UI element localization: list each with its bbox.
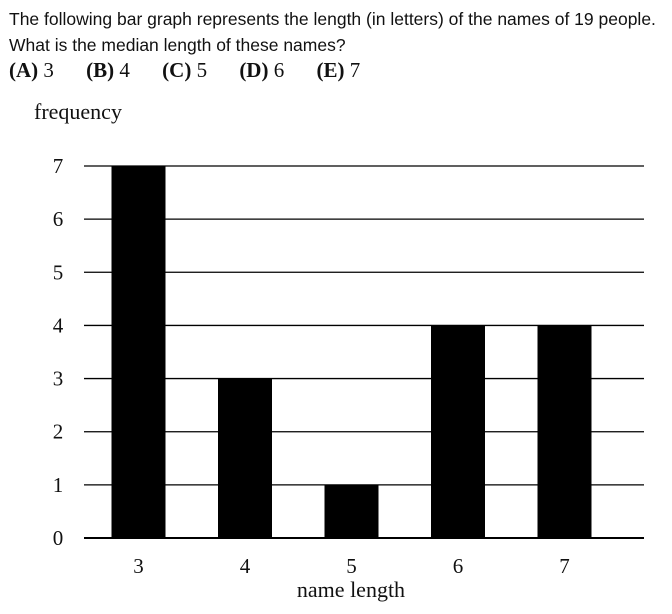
choice-d-letter: (D) — [239, 58, 269, 82]
choice-a: (A) 3 — [9, 58, 54, 83]
y-tick-label: 5 — [53, 260, 64, 284]
choice-e-value: 7 — [349, 58, 361, 82]
choice-a-value: 3 — [43, 58, 54, 82]
choice-b-letter: (B) — [86, 58, 115, 82]
choice-e-letter: (E) — [316, 58, 345, 82]
bar-5 — [324, 484, 379, 538]
choice-b: (B) 4 — [86, 58, 130, 83]
bar-7 — [537, 325, 592, 538]
y-tick-labels: 0 1 2 3 4 5 6 7 — [53, 154, 64, 550]
x-tick-label: 7 — [559, 554, 570, 578]
y-tick-label: 7 — [53, 154, 64, 178]
choice-c-value: 5 — [196, 58, 208, 82]
bar-6 — [431, 325, 485, 538]
y-tick-label: 0 — [53, 526, 64, 550]
x-tick-label: 5 — [346, 554, 357, 578]
y-tick-label: 4 — [53, 313, 64, 337]
x-tick-label: 4 — [240, 554, 251, 578]
answer-choices: (A) 3 (B) 4 (C) 5 (D) 6 (E) 7 — [9, 58, 387, 83]
choice-b-value: 4 — [119, 58, 130, 82]
choice-d-value: 6 — [273, 58, 285, 82]
y-tick-label: 3 — [53, 367, 64, 391]
bars — [111, 166, 592, 538]
question-text: The following bar graph represents the l… — [9, 9, 656, 55]
x-tick-label: 3 — [133, 554, 144, 578]
choice-e: (E) 7 — [316, 58, 360, 83]
y-tick-label: 1 — [53, 473, 64, 497]
x-tick-labels: 3 4 5 6 7 — [133, 554, 570, 578]
choice-d: (D) 6 — [239, 58, 284, 83]
bar-4 — [218, 378, 272, 538]
choice-a-letter: (A) — [9, 58, 39, 82]
y-axis-label: frequency — [34, 99, 122, 124]
choice-c: (C) 5 — [162, 58, 207, 83]
x-tick-label: 6 — [453, 554, 464, 578]
y-tick-label: 2 — [53, 420, 64, 444]
choice-c-letter: (C) — [162, 58, 192, 82]
x-axis-label: name length — [297, 577, 405, 602]
y-tick-label: 6 — [53, 207, 64, 231]
bar-3 — [111, 166, 166, 538]
